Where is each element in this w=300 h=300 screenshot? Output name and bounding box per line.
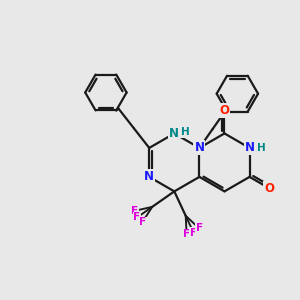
Text: N: N: [244, 141, 255, 154]
Text: F: F: [190, 228, 197, 238]
Text: H: H: [256, 143, 265, 153]
Text: F: F: [139, 218, 146, 227]
Text: F: F: [130, 206, 138, 216]
Text: F: F: [196, 224, 203, 233]
Text: N: N: [169, 127, 179, 140]
Text: F: F: [183, 230, 190, 239]
Text: O: O: [264, 182, 274, 195]
Text: N: N: [194, 141, 204, 154]
Text: N: N: [144, 170, 154, 183]
Text: O: O: [220, 104, 230, 117]
Text: H: H: [181, 128, 190, 137]
Text: F: F: [134, 212, 141, 223]
